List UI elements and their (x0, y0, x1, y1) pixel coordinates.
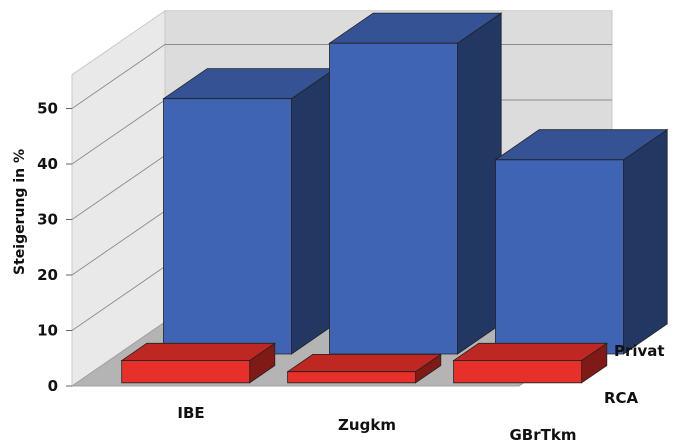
series-label-rca: RCA (604, 389, 639, 407)
y-tick-label: 20 (37, 266, 58, 284)
bar-side-face (623, 128, 668, 355)
category-label: IBE (177, 404, 204, 422)
bar-front-face (329, 42, 458, 355)
series-labels: RCA Privat (604, 342, 665, 407)
bar-privat-gbrtkm (494, 128, 669, 355)
bar-front-face (287, 371, 417, 384)
y-tick-label: 40 (37, 155, 58, 173)
bar-side-face (291, 67, 336, 355)
bar-front-face (453, 360, 582, 384)
bar-rca-zugkm (286, 353, 443, 384)
y-tick-label: 30 (37, 211, 58, 229)
bar-top-face (120, 342, 277, 362)
bar-front-face (163, 98, 292, 355)
bars (120, 12, 669, 384)
bar-front-face (495, 159, 624, 355)
y-tick-label: 50 (37, 100, 58, 118)
category-label: Zugkm (338, 416, 396, 434)
bar-top-face (286, 353, 443, 373)
bar-top-face (452, 342, 609, 362)
bar-privat-ibe (162, 67, 337, 355)
category-labels: IBE Zugkm GBrTkm (177, 404, 576, 444)
bar-rca-ibe (120, 342, 277, 384)
bar-front-face (121, 360, 251, 384)
bar-privat-zugkm (328, 12, 503, 355)
y-tick-labels: 0 10 20 30 40 50 (37, 100, 58, 396)
bar-rca-gbrtkm (452, 342, 609, 384)
category-label: GBrTkm (510, 426, 577, 444)
y-tick-label: 10 (37, 322, 58, 340)
y-tick-label: 0 (48, 377, 58, 395)
bar-side-face (457, 12, 502, 355)
side-wall (71, 9, 166, 387)
y-axis-title: Steigerung in % (12, 149, 28, 275)
series-label-privat: Privat (614, 342, 665, 360)
